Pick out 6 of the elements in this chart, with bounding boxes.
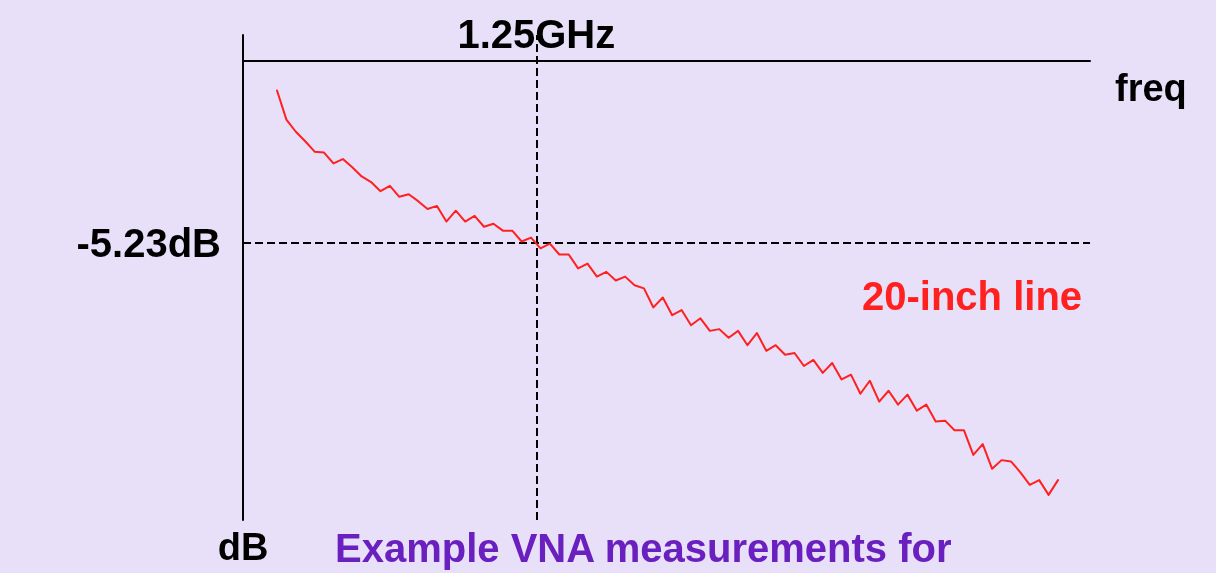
ref-line-label: -5.23dB (76, 221, 221, 266)
text: Example VNA measurements for (335, 526, 952, 570)
series-label: 20-inch line (862, 274, 1083, 318)
x-axis-title: freq (1115, 67, 1187, 110)
y-axis-title: dB (217, 526, 269, 568)
text: 1.25GHz (457, 12, 616, 56)
